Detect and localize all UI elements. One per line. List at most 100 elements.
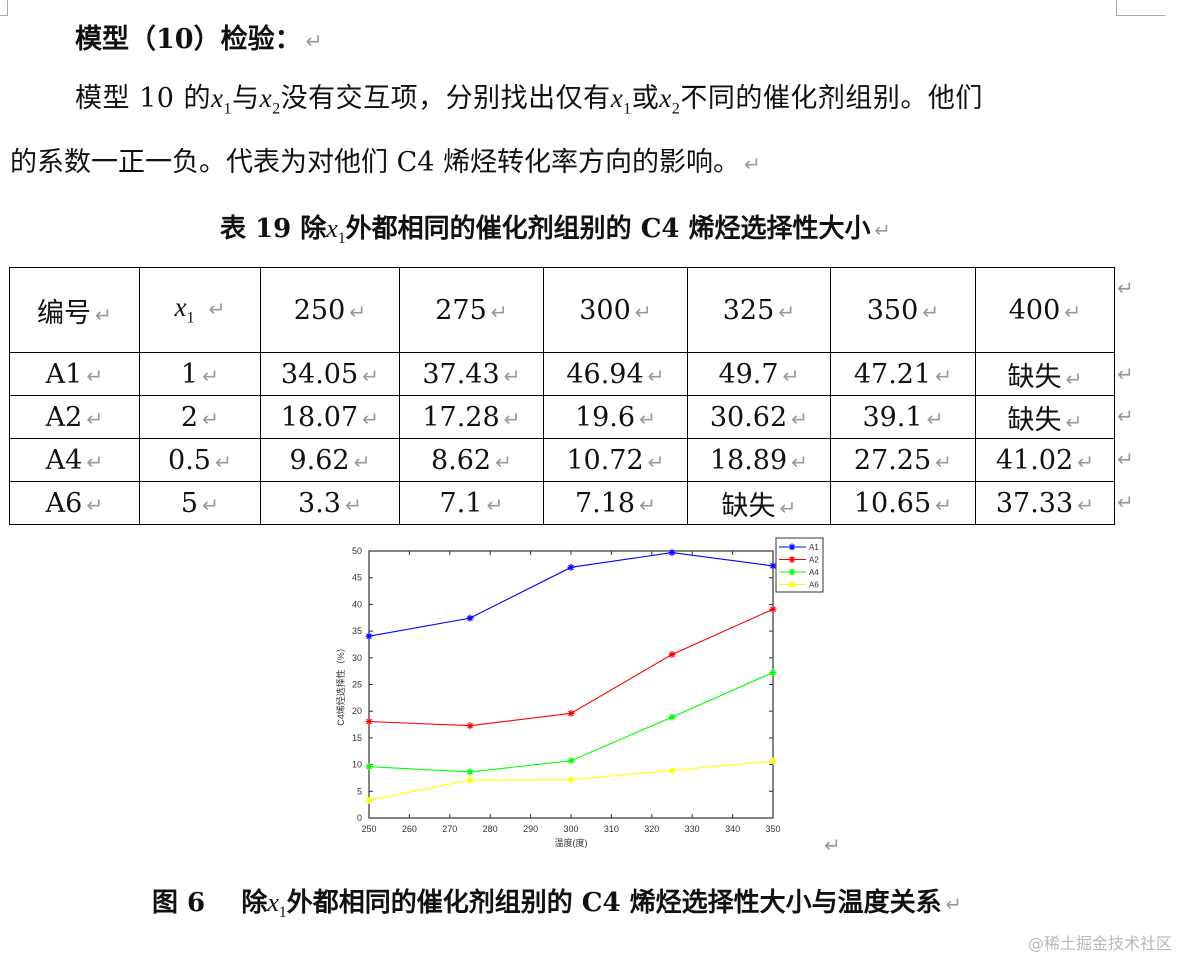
legend-label: A4 xyxy=(809,568,819,577)
cell-mark-icon: ↵ xyxy=(647,449,665,474)
caption-text: 表 19 除 xyxy=(220,214,327,244)
cell-text: A4 xyxy=(45,444,83,476)
cell-text: 19.6 xyxy=(574,401,636,433)
caption-text: 图 6 除 xyxy=(152,888,268,918)
table-cell: 49.7 ↵ xyxy=(687,352,831,396)
var-letter: x xyxy=(610,83,624,113)
cell-text: 3.3 xyxy=(298,487,341,519)
table-cell: 37.33 ↵ xyxy=(975,481,1115,525)
cell-mark-icon: ↵ xyxy=(503,406,521,431)
var-subscript: 2 xyxy=(272,99,281,118)
y-tick-label: 35 xyxy=(352,626,362,636)
cell-mark-icon: ↵ xyxy=(362,406,380,431)
math-var-x1: x1 xyxy=(174,292,194,326)
x-tick-label: 290 xyxy=(523,824,538,834)
cell-mark-icon: ↵ xyxy=(344,492,362,517)
var-letter: x xyxy=(326,214,338,243)
cell-mark-icon: ↵ xyxy=(503,363,521,388)
var-subscript: 1 xyxy=(623,99,632,118)
cell-mark-icon: ↵ xyxy=(95,302,112,327)
cell-mark-icon: ↵ xyxy=(490,299,508,324)
paragraph-mark-icon: ↵ xyxy=(874,219,891,242)
cell-text: 49.7 xyxy=(718,358,779,390)
y-tick-label: 50 xyxy=(352,546,362,556)
cell-text: 47.21 xyxy=(853,358,932,390)
cell-text: 275 xyxy=(435,294,487,326)
heading-text: 模型（10）检验： xyxy=(75,24,302,55)
legend-label: A1 xyxy=(809,543,819,552)
row-end-mark-icon: ↵ xyxy=(1117,447,1134,471)
cell-mark-icon: ↵ xyxy=(922,299,940,324)
table-row: A4 ↵ 0.5 ↵ 9.62 ↵ 8.62 ↵ 10.72 ↵ 18.89 ↵ 27.25… xyxy=(9,438,1115,482)
cell-mark-icon: ↵ xyxy=(935,363,953,388)
y-tick-label: 5 xyxy=(357,786,362,796)
cell-mark-icon: ↵ xyxy=(202,406,220,431)
cell-text: 325 xyxy=(722,294,775,326)
cell-mark-icon: ↵ xyxy=(935,492,953,517)
cell-text: 1 xyxy=(180,358,199,390)
x-tick-label: 300 xyxy=(563,824,578,834)
line-chart: 250 260 270 280 290 300 310 320 330 340 350 0 5 10 15 2… xyxy=(330,535,830,855)
y-tick-label: 15 xyxy=(352,733,362,743)
cell-text: 300 xyxy=(579,294,631,326)
math-var-x1: x1 xyxy=(326,214,345,247)
table-row: A6 ↵ 5 ↵ 3.3 ↵ 7.1 ↵ 7.18 ↵ 缺失 ↵ 10.65 ↵ 37.33 ↵ xyxy=(9,481,1115,525)
cell-text: A6 xyxy=(45,487,83,519)
legend-label: A2 xyxy=(809,556,819,565)
cell-text: A1 xyxy=(45,358,83,390)
table-cell: 1 ↵ xyxy=(139,352,261,396)
cell-mark-icon: ↵ xyxy=(349,299,367,324)
table-cell: 46.94 ↵ xyxy=(543,352,688,396)
paragraph-mark-icon: ↵ xyxy=(305,29,323,53)
cell-mark-icon: ↵ xyxy=(779,495,797,520)
page-corner-mark-right xyxy=(1116,0,1165,16)
cell-text: 400 xyxy=(1008,294,1061,326)
table-cell: 5 ↵ xyxy=(139,481,261,525)
table-cell: 缺失 ↵ xyxy=(975,395,1115,439)
math-var-x1: x1 xyxy=(211,83,232,117)
header-cell: 350 ↵ xyxy=(830,267,976,353)
table-cell: A2 ↵ xyxy=(9,395,140,439)
table-cell: 34.05 ↵ xyxy=(260,352,400,396)
cell-text: 10.72 xyxy=(566,444,644,476)
var-subscript: 1 xyxy=(186,308,195,327)
var-subscript: 1 xyxy=(278,904,287,922)
cell-text: 缺失 xyxy=(721,490,776,522)
cell-text: 37.43 xyxy=(422,358,500,390)
cell-mark-icon: ↵ xyxy=(202,363,220,388)
cell-mark-icon: ↵ xyxy=(778,299,796,324)
table-cell: 18.07 ↵ xyxy=(260,395,400,439)
cell-mark-icon: ↵ xyxy=(1065,409,1083,434)
cell-text: 30.62 xyxy=(709,401,788,433)
y-tick-label: 40 xyxy=(352,599,362,609)
text-run: 没有交互项，分别找出仅有 xyxy=(280,83,611,114)
table-cell: A1 ↵ xyxy=(9,352,140,396)
cell-text: 41.02 xyxy=(995,444,1074,476)
plot-area xyxy=(368,550,774,819)
cell-text: 46.94 xyxy=(566,358,644,390)
row-end-mark-icon: ↵ xyxy=(1117,362,1134,386)
header-cell: 300 ↵ xyxy=(543,267,688,353)
paragraph-mark-icon: ↵ xyxy=(744,152,761,176)
x-axis-label: 温度(度) xyxy=(555,837,588,848)
table-cell: 30.62 ↵ xyxy=(687,395,831,439)
row-end-mark-icon: ↵ xyxy=(1117,276,1134,300)
math-var-x1: x1 xyxy=(267,888,286,921)
table-cell: 0.5 ↵ xyxy=(139,438,261,482)
table-cell: 10.65 ↵ xyxy=(830,481,976,525)
y-tick-label: 25 xyxy=(352,680,362,690)
y-tick-label: 0 xyxy=(357,813,362,823)
body-paragraph-line-2: 的系数一正一负。代表为对他们 C4 烯烃转化率方向的影响。 ↵ xyxy=(10,147,761,180)
section-heading: 模型（10）检验： ↵ xyxy=(75,24,323,57)
cell-text: 250 xyxy=(293,294,346,326)
cell-mark-icon: ↵ xyxy=(362,363,380,388)
table-cell: 41.02 ↵ xyxy=(975,438,1115,482)
var-letter: x xyxy=(259,83,273,113)
cell-text: A2 xyxy=(45,401,83,433)
table-cell: A6 ↵ xyxy=(9,481,140,525)
y-tick-label: 30 xyxy=(352,653,362,663)
cell-text: 8.62 xyxy=(430,444,492,476)
x-tick-label: 270 xyxy=(442,824,457,834)
table-caption: 表 19 除x1外都相同的催化剂组别的 C4 烯烃选择性大小 ↵ xyxy=(220,208,891,248)
math-var-x2: x2 xyxy=(259,83,281,117)
